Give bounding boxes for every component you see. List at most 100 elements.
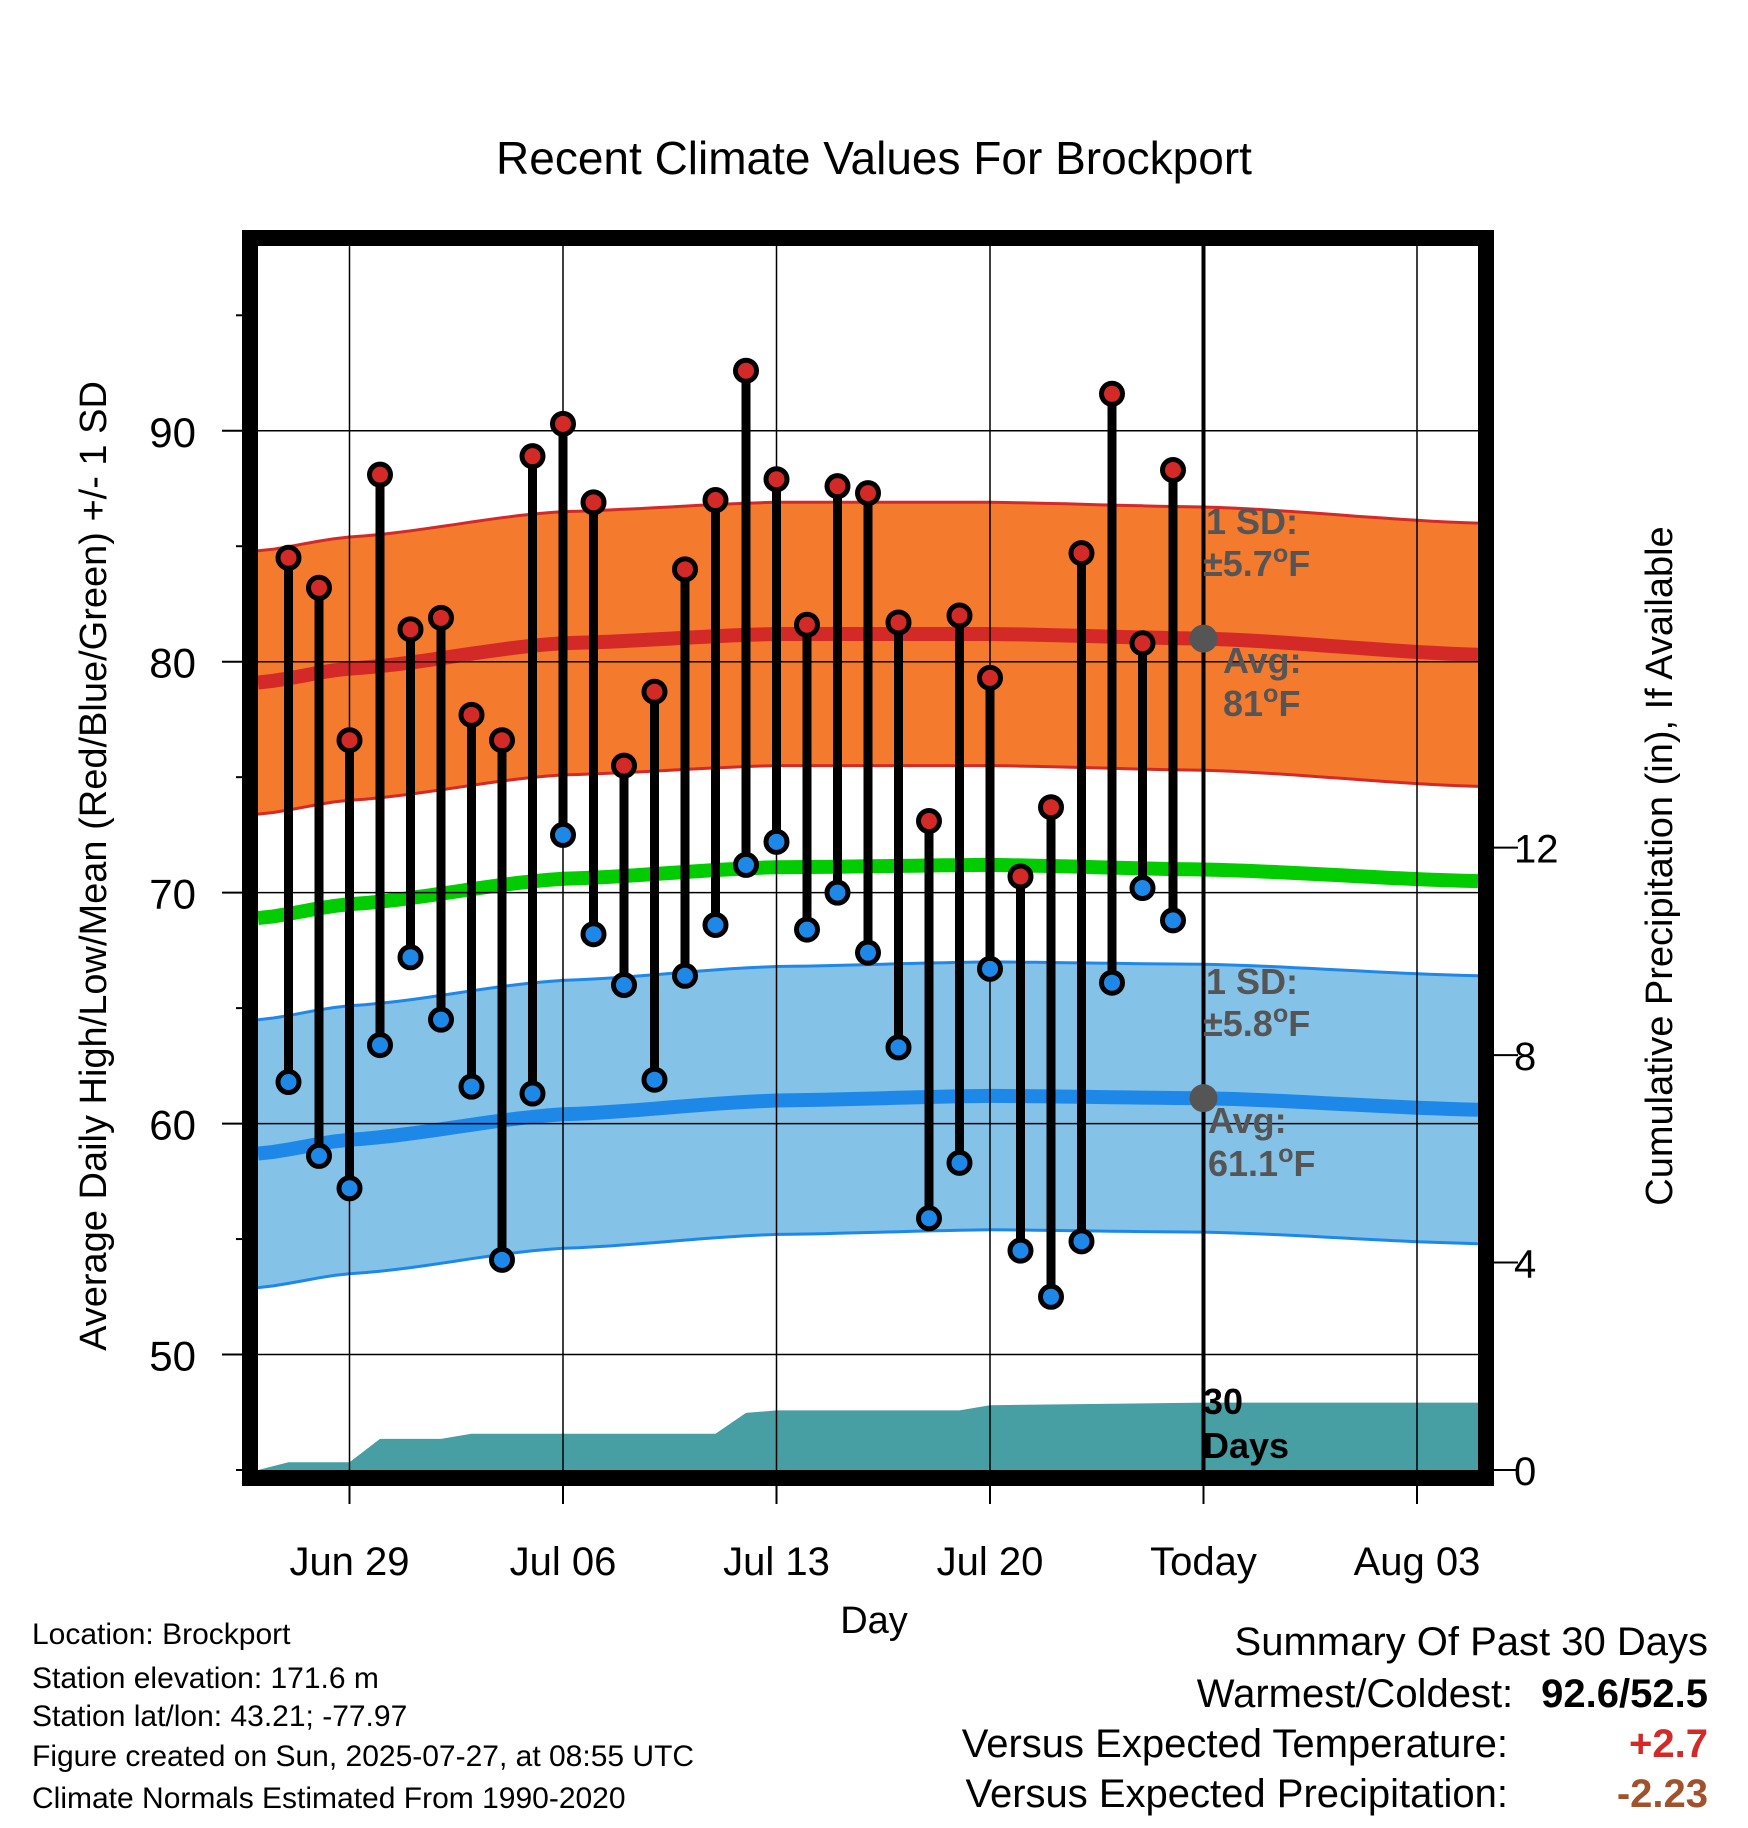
daily-low-point: [458, 1073, 485, 1100]
daily-low-point: [824, 879, 851, 906]
daily-low-point: [794, 916, 820, 943]
daily-low-point: [702, 911, 729, 938]
daily-high-point: [702, 487, 729, 514]
y-axis-label-left: Average Daily High/Low/Mean (Red/Blue/Gr…: [73, 381, 115, 1351]
daily-high-point: [458, 701, 485, 728]
daily-high-point: [885, 609, 912, 636]
daily-low-point: [885, 1034, 912, 1061]
precip-area: [258, 1402, 1478, 1470]
summary-title: Summary Of Past 30 Days: [1234, 1620, 1708, 1664]
daily-low-point: [977, 955, 1003, 982]
summary-warmest-label: Warmest/Coldest:: [1196, 1672, 1514, 1716]
x-tick-label: Today: [1150, 1540, 1257, 1584]
summary-precip-row: Versus Expected Precipitation: -2.23: [965, 1772, 1708, 1817]
daily-low-point: [1068, 1228, 1095, 1255]
chart-title: Recent Climate Values For Brockport: [496, 132, 1252, 184]
x-tick-label: Jul 06: [510, 1540, 617, 1584]
daily-high-point: [672, 556, 698, 583]
low-avg-value: 61.1oF: [1208, 1140, 1315, 1184]
daily-high-point: [550, 410, 576, 437]
days-label-number: 30: [1203, 1381, 1243, 1422]
daily-high-point: [367, 461, 393, 488]
y-tick-label-right: 8: [1514, 1035, 1536, 1079]
daily-high-point: [946, 602, 973, 629]
daily-high-point: [580, 489, 607, 516]
daily-low-point: [275, 1069, 302, 1096]
daily-low-point: [489, 1246, 515, 1273]
daily-high-point: [1129, 630, 1156, 657]
daily-high-point: [824, 473, 851, 500]
y-tick-label-left: 90: [149, 409, 196, 456]
y-tick-label-right: 0: [1514, 1450, 1536, 1494]
daily-high-point: [763, 466, 790, 493]
y-axis-label-right: Cumulative Precipitation (in), If Availa…: [1639, 526, 1681, 1205]
daily-low-point: [550, 821, 576, 848]
info-normals: Climate Normals Estimated From 1990-2020: [32, 1782, 626, 1815]
plot-area: 50 60 70 80 90 0 4 8 12 Jun 29 Jul 06 Jul 13 Jul 20 T…: [149, 230, 1559, 1584]
summary-temp-label: Versus Expected Temperature:: [961, 1722, 1508, 1766]
daily-low-point: [1099, 969, 1125, 996]
daily-high-point: [519, 443, 546, 470]
daily-bars: [275, 357, 1186, 1310]
info-created: Figure created on Sun, 2025-07-27, at 08…: [32, 1740, 695, 1773]
summary-warmest-row: Warmest/Coldest: 92.6/52.5: [1197, 1672, 1708, 1717]
summary-temp-row: Versus Expected Temperature: +2.7: [962, 1722, 1708, 1767]
y-tick-label-left: 60: [149, 1102, 196, 1149]
daily-low-point: [306, 1142, 332, 1169]
days-label-text: Days: [1203, 1425, 1289, 1466]
y-tick-label-left: 50: [149, 1333, 196, 1380]
daily-high-point: [1068, 540, 1095, 567]
daily-low-point: [946, 1149, 973, 1176]
daily-low-point: [611, 972, 637, 999]
summary-precip-label: Versus Expected Precipitation:: [965, 1772, 1508, 1816]
y-tick-label-left: 70: [149, 871, 196, 918]
daily-low-point: [1160, 907, 1186, 934]
daily-high-point: [1007, 863, 1034, 890]
daily-high-point: [733, 357, 759, 384]
daily-high-point: [794, 611, 820, 638]
normal-low-line: [258, 1088, 1478, 1161]
daily-low-point: [672, 962, 698, 989]
summary-precip-value: -2.23: [1616, 1772, 1708, 1816]
daily-high-point: [611, 752, 637, 779]
summary-temp-value: +2.7: [1629, 1722, 1708, 1766]
high-avg-label: Avg:: [1223, 640, 1302, 681]
low-sd-lower-edge: [258, 1228, 1478, 1290]
low-sd-value: ±5.8oF: [1203, 1000, 1310, 1044]
daily-low-point: [1129, 875, 1156, 902]
daily-low-point: [367, 1032, 393, 1059]
plot-frame: [242, 230, 1494, 1486]
daily-low-point: [855, 939, 881, 966]
info-elevation: Station elevation: 171.6 m: [32, 1662, 379, 1695]
today-high-avg-marker: [1189, 624, 1218, 653]
info-latlon: Station lat/lon: 43.21; -77.97: [32, 1700, 408, 1733]
y-tick-label-right: 12: [1514, 828, 1559, 872]
summary-warmest-value: 92.6/52.5: [1541, 1672, 1708, 1716]
daily-high-point: [641, 678, 668, 705]
x-axis-label: Day: [840, 1600, 908, 1642]
daily-low-point: [733, 851, 759, 878]
daily-low-point: [580, 921, 607, 948]
daily-high-point: [397, 616, 424, 643]
daily-low-point: [763, 828, 790, 855]
daily-high-point: [977, 664, 1003, 691]
daily-low-point: [1007, 1237, 1034, 1264]
daily-high-point: [1038, 794, 1064, 821]
daily-low-point: [519, 1080, 546, 1107]
high-sd-label: 1 SD:: [1206, 501, 1298, 542]
y-tick-label-left: 80: [149, 640, 196, 687]
daily-high-point: [428, 604, 454, 631]
daily-high-point: [336, 727, 363, 754]
daily-high-point: [855, 480, 881, 507]
info-location: Location: Brockport: [32, 1618, 291, 1651]
x-tick-label: Jun 29: [289, 1540, 409, 1584]
high-sd-value: ±5.7oF: [1203, 540, 1310, 584]
low-avg-label: Avg:: [1208, 1100, 1287, 1141]
x-tick-label: Jul 20: [937, 1540, 1044, 1584]
daily-high-point: [275, 544, 302, 571]
daily-low-point: [916, 1205, 942, 1232]
y-tick-label-right: 4: [1514, 1243, 1536, 1287]
today-low-avg-marker: [1189, 1084, 1218, 1113]
daily-low-point: [641, 1066, 668, 1093]
daily-high-point: [306, 574, 332, 601]
